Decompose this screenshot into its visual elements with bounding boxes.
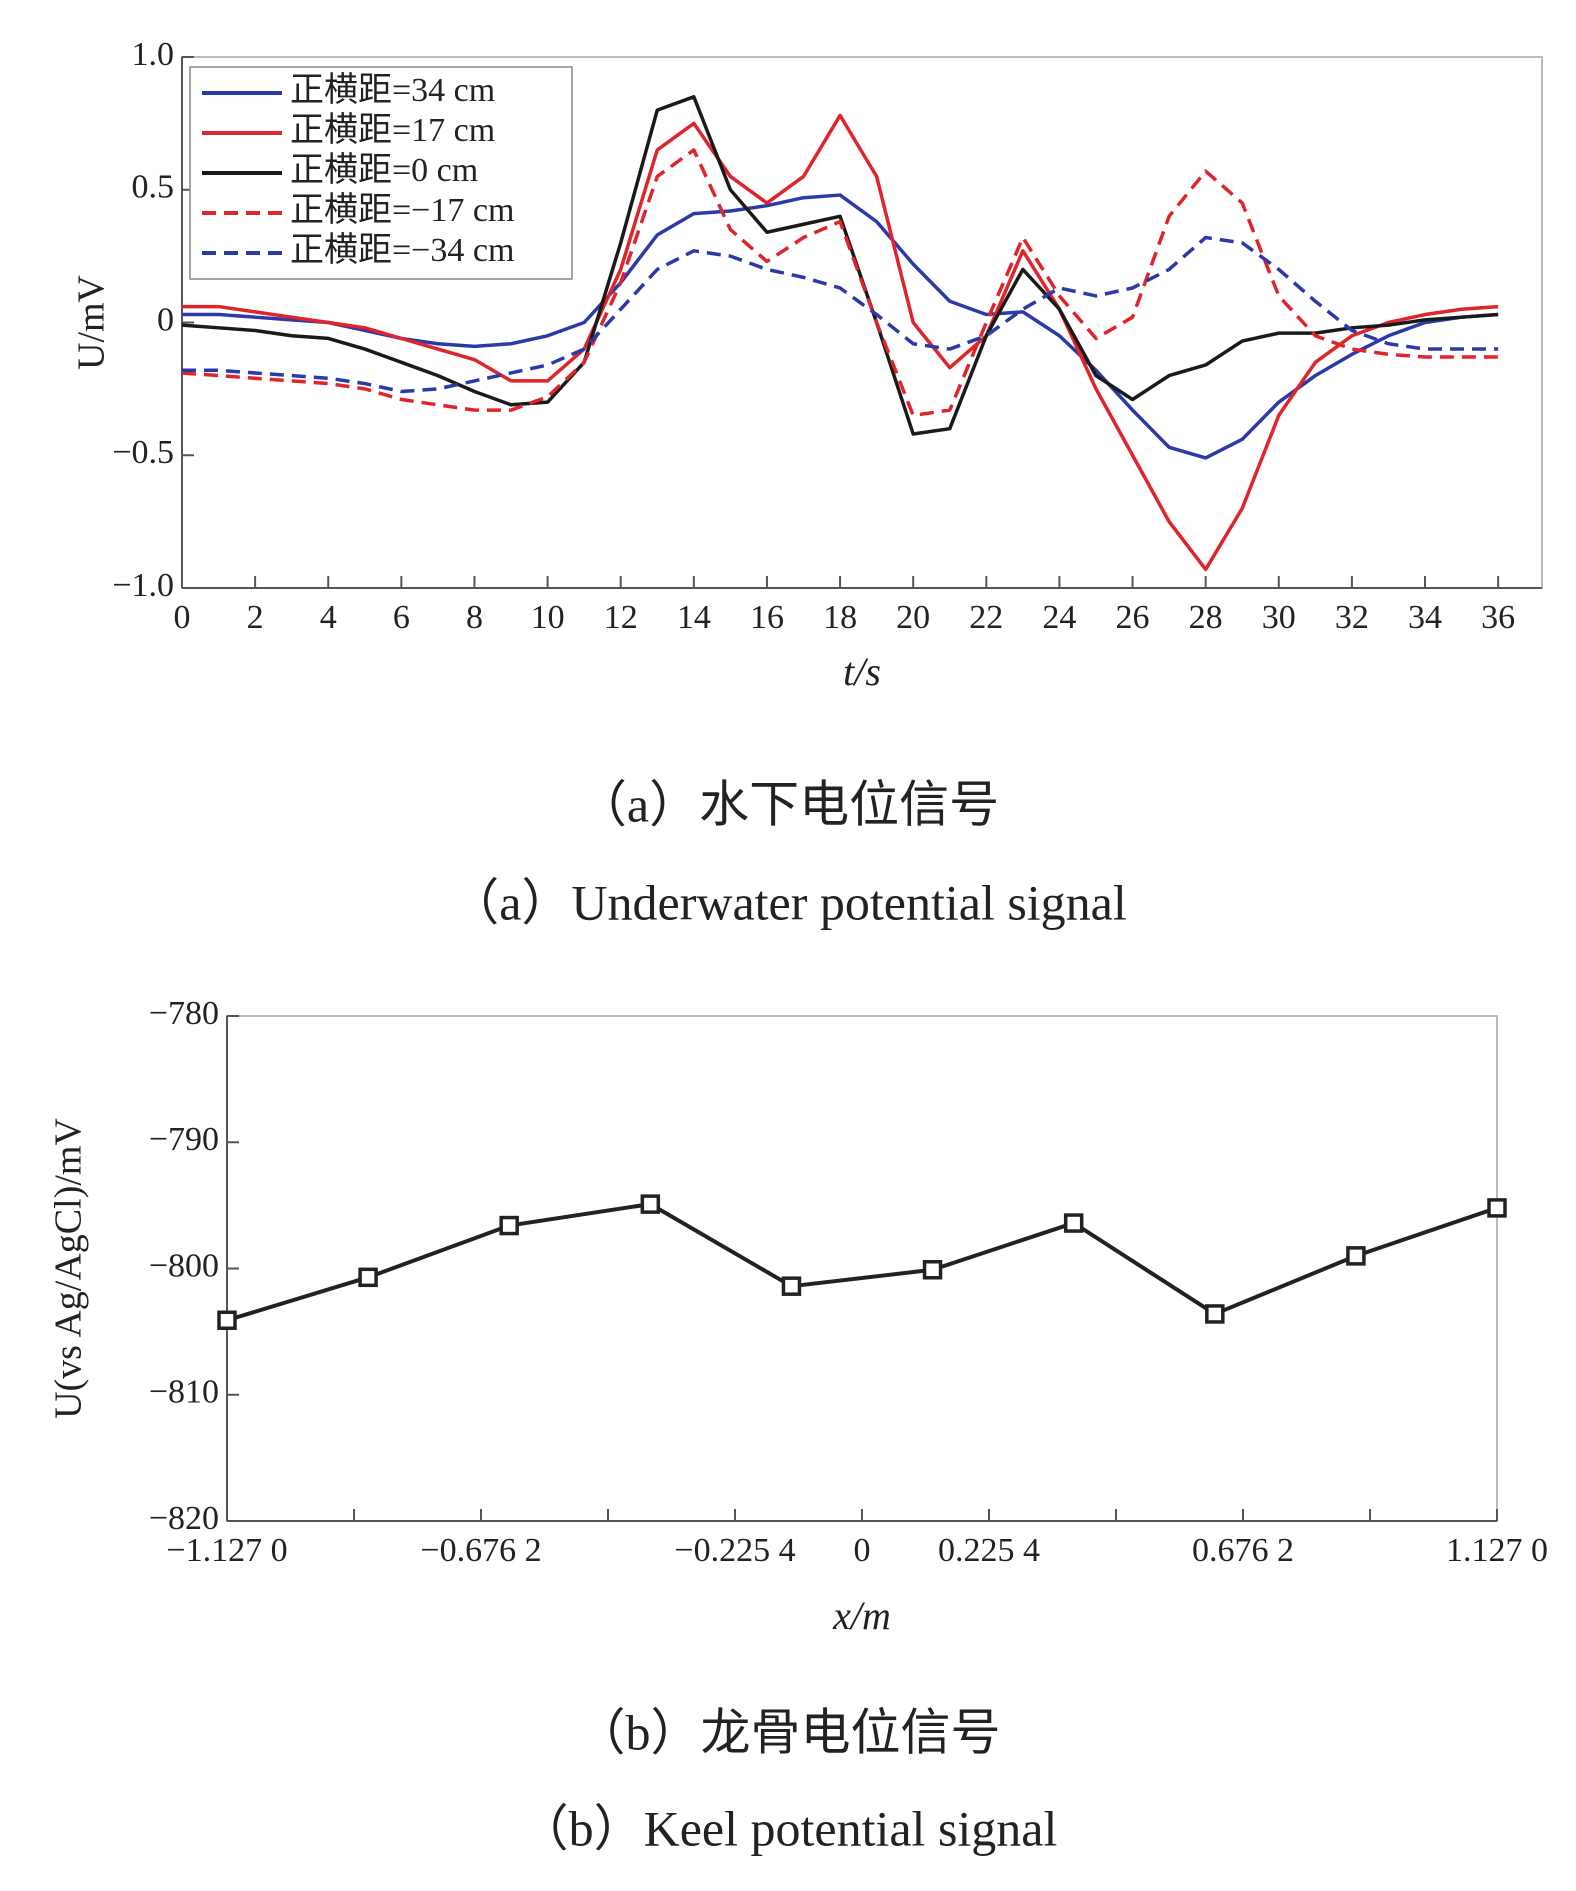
plot-frame: [226, 1015, 1498, 1522]
x-tick-label: 30: [1262, 599, 1296, 636]
data-line: [182, 235, 1499, 394]
x-tick-label: 0: [854, 1532, 871, 1569]
x-tick-label: 6: [393, 599, 410, 636]
y-tick-label: −0.5: [112, 434, 174, 471]
y-axis-label: U/mV: [71, 274, 113, 370]
x-tick-label: 26: [1116, 599, 1150, 636]
data-point: [217, 1310, 237, 1331]
caption-en: （a）Underwater potential signal: [449, 874, 1127, 930]
y-axis-label: U(vs Ag/AgCl)/mV: [48, 1118, 90, 1419]
data-point: [1487, 1198, 1507, 1218]
y-tick-label: −820: [149, 1500, 219, 1537]
x-axis-label: x/m: [832, 1593, 891, 1638]
x-tick-label: 0.676 2: [1192, 1532, 1294, 1569]
x-tick-label: 10: [531, 599, 565, 636]
caption-en: （b）Keel potential signal: [519, 1800, 1058, 1856]
x-tick-label: −1.127 0: [166, 1532, 287, 1569]
caption-zh: （b）龙骨电位信号: [576, 1704, 1001, 1760]
x-tick-label: −0.225 4: [674, 1532, 795, 1569]
x-tick-label: 34: [1408, 599, 1442, 636]
y-tick-label: 0.5: [132, 169, 175, 206]
y-tick-label: 1.0: [132, 36, 175, 73]
data-point: [922, 1260, 943, 1280]
data-point: [1346, 1246, 1366, 1266]
data-line: [181, 148, 1499, 418]
legend-label: 正横距=17 cm: [290, 111, 495, 149]
x-tick-label: 24: [1042, 599, 1076, 636]
data-point: [358, 1267, 378, 1288]
legend-label: 正横距=−17 cm: [290, 191, 514, 229]
x-tick-label: 18: [823, 599, 857, 636]
x-axis-label: t/s: [843, 649, 881, 694]
caption-zh: （a）水下电位信号: [577, 776, 999, 832]
x-tick-label: 4: [320, 599, 337, 636]
data-point: [781, 1276, 802, 1296]
y-tick-label: −1.0: [112, 567, 174, 604]
y-tick-label: −800: [149, 1247, 219, 1284]
x-tick-label: 0: [174, 599, 191, 636]
legend-label: 正横距=34 cm: [290, 71, 495, 109]
data-point: [1063, 1213, 1084, 1233]
y-tick-label: 0: [157, 301, 174, 338]
y-tick-label: −780: [149, 995, 219, 1032]
y-tick-label: −790: [149, 1121, 219, 1158]
data-point: [1205, 1304, 1225, 1324]
x-tick-label: 32: [1335, 599, 1369, 636]
x-tick-label: 2: [247, 599, 264, 636]
x-tick-label: 16: [750, 599, 784, 636]
x-tick-label: 12: [604, 599, 638, 636]
legend-label: 正横距=0 cm: [290, 151, 478, 189]
data-line: [181, 95, 1499, 436]
x-tick-label: 14: [677, 599, 711, 636]
x-tick-label: 36: [1481, 599, 1515, 636]
x-tick-label: 22: [969, 599, 1003, 636]
x-tick-label: 20: [896, 599, 930, 636]
data-point: [499, 1215, 519, 1236]
y-tick-label: −810: [149, 1374, 219, 1411]
legend-label: 正横距=−34 cm: [290, 231, 514, 269]
data-point: [640, 1194, 661, 1214]
x-tick-label: −0.676 2: [420, 1532, 541, 1569]
data-line: [226, 1202, 1498, 1323]
x-tick-label: 28: [1189, 599, 1223, 636]
x-tick-label: 8: [466, 599, 483, 636]
x-tick-label: 1.127 0: [1446, 1532, 1548, 1569]
data-line: [182, 113, 1499, 572]
x-tick-label: 0.225 4: [938, 1532, 1040, 1569]
